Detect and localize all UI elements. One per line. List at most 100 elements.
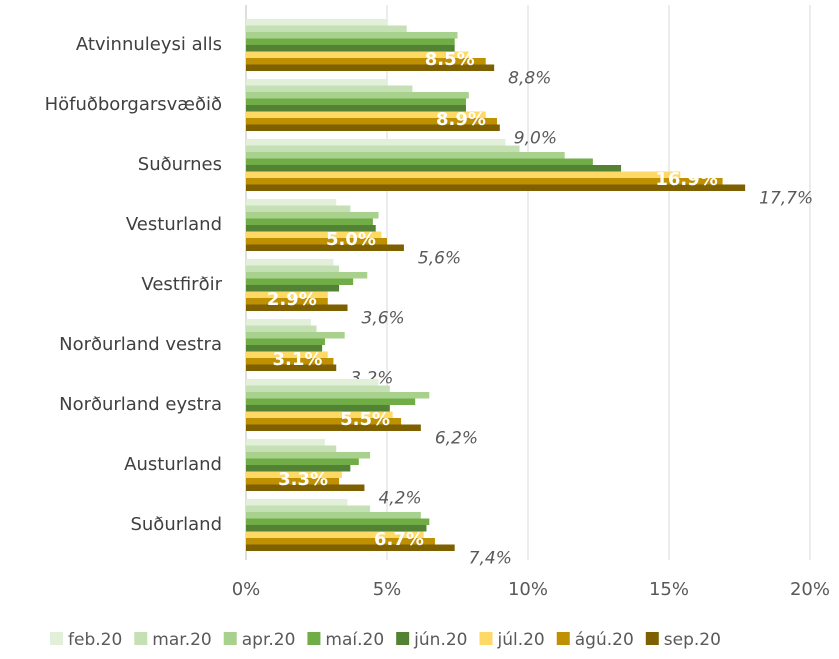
bar (246, 424, 421, 431)
bar (246, 139, 506, 146)
bar (246, 152, 565, 159)
data-label: 6.7% (374, 529, 424, 550)
data-label: 16.9% (655, 169, 717, 190)
category-label: Norðurland vestra (59, 334, 222, 355)
bar (246, 111, 486, 118)
bar (246, 145, 520, 152)
bar (246, 25, 407, 32)
legend-label: feb.20 (68, 630, 122, 650)
bar (246, 178, 723, 185)
data-label: 6,2% (435, 429, 478, 449)
bar (246, 478, 340, 485)
bar (246, 298, 328, 305)
bar (246, 392, 430, 399)
bar (246, 332, 345, 339)
data-label: 3.1% (272, 349, 322, 370)
data-label: 5.5% (340, 409, 390, 430)
category-label: Atvinnuleysi alls (76, 34, 222, 55)
bar (246, 124, 500, 131)
bar (246, 278, 354, 285)
legend-swatch (479, 632, 493, 645)
data-label: 5.0% (326, 229, 376, 250)
bar (246, 518, 430, 525)
bar (246, 385, 390, 392)
bar (246, 505, 371, 512)
bar (246, 484, 365, 491)
bar (246, 512, 421, 519)
bar (246, 238, 387, 245)
category-label: Vestfirðir (141, 274, 222, 295)
data-label: 3.3% (278, 469, 328, 490)
legend-label: maí.20 (325, 630, 384, 650)
bar (246, 405, 390, 412)
bar (246, 64, 495, 71)
bar (246, 458, 359, 465)
bar (246, 544, 455, 551)
bar (246, 325, 317, 332)
bar (246, 32, 458, 39)
x-tick-label: 5% (373, 579, 402, 600)
bar (246, 345, 323, 352)
bar (246, 411, 393, 418)
data-label: 8,8% (508, 69, 551, 89)
bar (246, 184, 746, 191)
bar (246, 98, 466, 105)
data-label: 8.9% (436, 109, 486, 130)
bar (246, 212, 379, 219)
bar (246, 525, 427, 532)
bar (246, 92, 469, 99)
bar (246, 199, 337, 206)
bar (246, 351, 328, 358)
bar (246, 225, 376, 232)
data-label: 9,0% (514, 129, 557, 149)
data-label: 8.5% (425, 49, 475, 70)
x-tick-label: 10% (508, 579, 548, 600)
x-tick-label: 15% (649, 579, 689, 600)
category-label: Suðurnes (138, 154, 222, 175)
bar (246, 439, 325, 446)
bar (246, 272, 368, 279)
legend-swatch (396, 632, 410, 645)
bar (246, 319, 311, 326)
bar (246, 452, 371, 459)
bar (246, 38, 455, 45)
bar (246, 379, 379, 386)
bar (246, 445, 337, 452)
category-label: Norðurland eystra (59, 394, 222, 415)
bar (246, 538, 435, 545)
legend-label: sep.20 (664, 630, 721, 650)
bar (246, 304, 348, 311)
bar (246, 418, 402, 425)
legend-swatch (134, 632, 148, 645)
bar (246, 499, 348, 506)
data-label: 7,4% (469, 549, 512, 569)
legend-swatch (556, 632, 570, 645)
x-tick-label: 20% (790, 579, 830, 600)
bar (246, 291, 328, 298)
bar (246, 165, 622, 172)
bar (246, 58, 486, 65)
bar (246, 218, 373, 225)
legend-swatch (50, 632, 63, 645)
bar (246, 265, 340, 272)
x-tick-label: 0% (232, 579, 261, 600)
bar (246, 471, 342, 478)
bar (246, 158, 593, 165)
bar (246, 19, 387, 26)
bar (246, 205, 351, 212)
legend-label: jún.20 (413, 630, 467, 650)
bar (246, 358, 334, 365)
bar (246, 171, 681, 178)
data-label: 3,6% (362, 309, 405, 329)
bar (246, 51, 469, 58)
bar (246, 531, 424, 538)
data-label: 4,2% (378, 489, 421, 509)
data-label: 5,6% (418, 249, 461, 269)
legend-swatch (645, 632, 659, 645)
bar (246, 364, 337, 371)
legend-label: apr.20 (242, 630, 296, 650)
bar (246, 79, 387, 86)
category-label: Suðurland (130, 514, 222, 535)
bar (246, 45, 455, 52)
legend-label: mar.20 (152, 630, 211, 650)
